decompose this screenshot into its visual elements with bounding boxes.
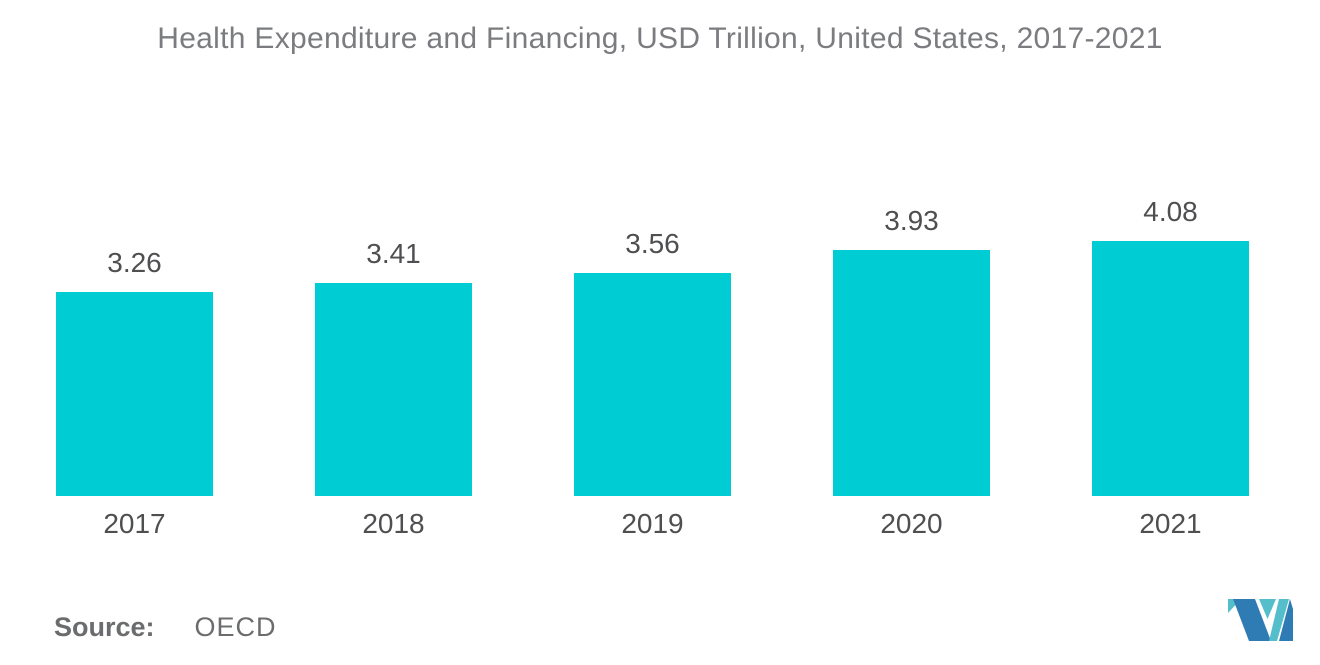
bar-value-label: 3.41 (366, 238, 421, 270)
bar-value-label: 3.56 (625, 228, 680, 260)
source-line: Source: OECD (54, 612, 277, 643)
logo-m-icon (1228, 599, 1293, 641)
x-axis-tick-label: 2017 (103, 508, 166, 539)
bar-group-2020: 3.93 2020 (782, 150, 1041, 539)
bar-value-label: 4.08 (1143, 196, 1198, 228)
bar-group-2021: 4.08 2021 (1041, 150, 1300, 539)
bar-group-2018: 3.41 2018 (264, 150, 523, 539)
bar-group-2017: 3.26 2017 (5, 150, 264, 539)
bar-2020 (833, 250, 990, 496)
x-axis-tick-label: 2018 (362, 508, 425, 539)
plot-area: 3.26 2017 3.41 2018 3.56 2019 3.93 2020 4.08 2021 (5, 150, 1300, 539)
x-axis-tick-label: 2021 (1139, 508, 1202, 539)
bar-2017 (56, 292, 213, 496)
bar-2018 (315, 283, 472, 496)
bar-2021 (1092, 241, 1249, 496)
chart-title: Health Expenditure and Financing, USD Tr… (157, 22, 1163, 55)
bar-value-label: 3.26 (107, 247, 162, 279)
bar-2019 (574, 273, 731, 496)
bar-value-label: 3.93 (884, 205, 939, 237)
source-value: OECD (194, 612, 277, 642)
x-axis-tick-label: 2020 (880, 508, 943, 539)
bar-group-2019: 3.56 2019 (523, 150, 782, 539)
mordor-intelligence-logo (1228, 599, 1293, 641)
x-axis-tick-label: 2019 (621, 508, 684, 539)
source-label: Source: (54, 612, 155, 642)
